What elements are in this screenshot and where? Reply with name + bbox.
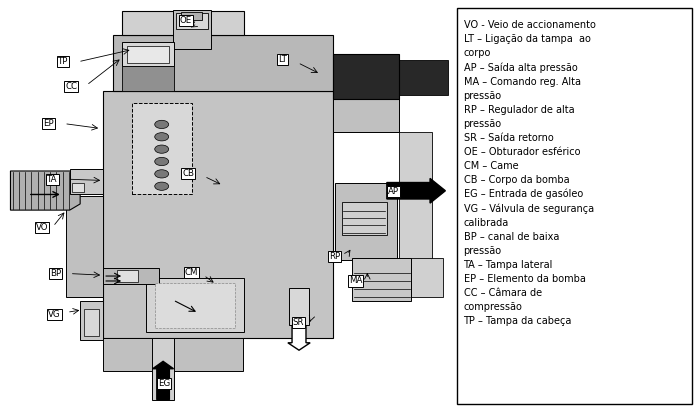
Circle shape: [155, 120, 169, 129]
Polygon shape: [10, 171, 80, 210]
Bar: [155, 283, 235, 328]
Bar: [117, 270, 138, 282]
Bar: [333, 60, 448, 95]
Bar: [181, 12, 202, 20]
Text: TA: TA: [47, 175, 58, 184]
Bar: [80, 301, 103, 340]
Bar: [84, 309, 99, 336]
Text: VO - Veio de accionamento
LT – Ligação da tampa  ao
corpo
AP – Saída alta pressã: VO - Veio de accionamento LT – Ligação d…: [464, 20, 595, 326]
FancyArrow shape: [153, 361, 174, 400]
Bar: [342, 202, 387, 235]
Bar: [122, 42, 174, 66]
Text: OE: OE: [180, 16, 192, 25]
Polygon shape: [333, 91, 399, 132]
Text: BP: BP: [50, 269, 61, 278]
Text: EG: EG: [158, 379, 170, 388]
Bar: [146, 278, 244, 332]
Bar: [72, 183, 84, 192]
Bar: [127, 46, 169, 63]
Bar: [457, 8, 692, 404]
Bar: [176, 13, 208, 29]
Text: CB: CB: [182, 169, 194, 178]
Bar: [103, 91, 333, 338]
Text: VO: VO: [36, 223, 48, 232]
Bar: [122, 11, 244, 35]
Bar: [352, 258, 411, 301]
FancyArrow shape: [288, 325, 310, 350]
Circle shape: [155, 170, 169, 178]
Bar: [289, 288, 309, 325]
Bar: [103, 338, 243, 371]
Bar: [113, 35, 333, 91]
Text: TP: TP: [58, 57, 68, 66]
Bar: [173, 10, 211, 49]
Bar: [333, 98, 399, 132]
Text: CC: CC: [65, 82, 77, 91]
Bar: [122, 66, 174, 91]
Polygon shape: [399, 132, 432, 260]
Circle shape: [155, 145, 169, 153]
Bar: [103, 268, 159, 284]
Bar: [70, 169, 103, 194]
Bar: [132, 103, 192, 194]
Text: EP: EP: [43, 119, 54, 128]
Text: AP: AP: [388, 187, 399, 196]
Text: SR: SR: [293, 318, 304, 327]
Polygon shape: [411, 258, 443, 297]
Bar: [335, 183, 397, 260]
Text: CM: CM: [185, 268, 199, 277]
Bar: [152, 338, 174, 400]
FancyArrow shape: [387, 178, 445, 203]
Circle shape: [155, 133, 169, 141]
Bar: [333, 54, 399, 99]
Text: RP: RP: [329, 252, 340, 261]
Circle shape: [155, 157, 169, 166]
Circle shape: [155, 182, 169, 190]
Text: VG: VG: [48, 310, 61, 319]
Text: LT: LT: [278, 55, 286, 64]
Text: MA: MA: [348, 276, 362, 286]
Bar: [66, 196, 103, 297]
